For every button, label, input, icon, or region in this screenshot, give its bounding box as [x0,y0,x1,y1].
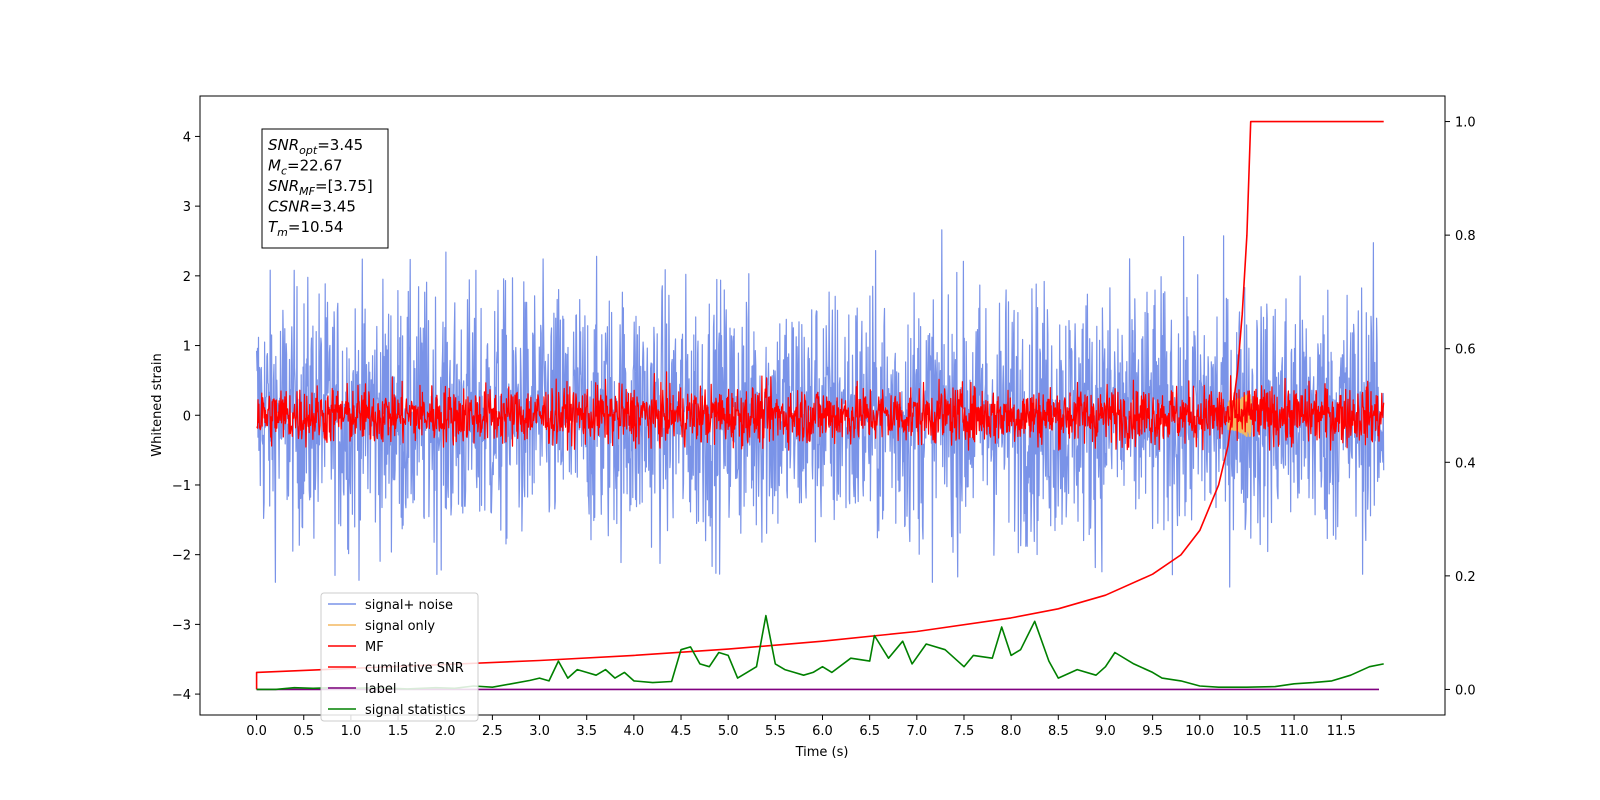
legend: signal+ noise signal only MF cumilative SNR… [320,592,479,722]
y-tick-label: 1 [183,340,191,355]
x-axis-label: Time (s) [795,745,849,760]
series-signal-only-line [1227,393,1257,437]
y-tick-label: 4 [183,130,191,145]
x-tick-label: 9.5 [1142,724,1163,739]
stats-box-line: Tm=10.54 [268,218,343,239]
y2-tick-label: 0.2 [1455,570,1476,585]
x-tick-label: 9.0 [1095,724,1116,739]
x-tick-label: 5.5 [765,724,786,739]
x-tick-label: 10.5 [1232,724,1261,739]
x-tick-label: 2.0 [435,724,456,739]
x-tick-label: 0.0 [246,724,267,739]
x-tick-label: 10.0 [1185,724,1214,739]
stats-box-line: SNRopt=3.45 [268,136,363,157]
y-tick-label: −2 [172,549,191,564]
x-tick-label: 8.0 [1001,724,1022,739]
x-tick-label: 4.0 [624,724,645,739]
series-cumilative-snr-line [255,120,1384,690]
legend-label: MF [365,640,384,655]
stats-box-line: CSNR=3.45 [268,198,356,216]
y-tick-label: −1 [172,479,191,494]
x-tick-label: 11.5 [1327,724,1356,739]
stats-box-frame [261,128,389,249]
y-tick-label: 0 [183,409,191,424]
y2-tick-label: 0.4 [1455,456,1476,471]
ticks-layer: 0.0 0.5 1.0 1.5 2.0 2.5 3.0 3.5 4.0 4.5 5.0 5.5 6.0 6… [172,116,1476,739]
x-tick-label: 7.0 [906,724,927,739]
y2-tick-label: 0.6 [1455,343,1476,358]
y-tick-label: −3 [172,618,191,633]
x-tick-label: 6.0 [812,724,833,739]
x-tick-label: 8.5 [1048,724,1069,739]
legend-label: signal only [365,619,435,634]
y2-tick-label: 0.8 [1455,229,1476,244]
x-tick-label: 7.5 [954,724,975,739]
legend-label: label [365,682,396,697]
y-tick-label: 3 [183,200,191,215]
y-tick-label: 2 [183,270,191,285]
y-axis-label: Whitened strain [150,353,165,456]
x-tick-label: 11.0 [1280,724,1309,739]
x-tick-label: 2.5 [482,724,503,739]
series-mf-line [256,371,1385,451]
x-tick-label: 6.5 [859,724,880,739]
x-tick-label: 1.0 [341,724,362,739]
x-tick-label: 3.5 [576,724,597,739]
x-tick-label: 5.0 [718,724,739,739]
y2-tick-label: 1.0 [1455,116,1476,131]
legend-frame [320,592,479,722]
x-tick-label: 0.5 [293,724,314,739]
x-tick-label: 4.5 [671,724,692,739]
series-signal-statistics-line [256,614,1384,691]
x-tick-label: 1.5 [388,724,409,739]
stats-box: SNRopt=3.45Mc=22.67SNRMF=[3.75]CSNR=3.45… [261,128,389,249]
x-tick-label: 3.0 [529,724,550,739]
legend-label: signal statistics [365,703,466,718]
legend-label: cumilative SNR [365,661,464,676]
stats-box-line: Mc=22.67 [268,157,343,178]
y2-tick-label: 0.0 [1455,683,1476,698]
legend-label: signal+ noise [365,598,453,613]
y-tick-label: −4 [172,688,191,703]
stats-box-line: SNRMF=[3.75] [268,177,373,198]
